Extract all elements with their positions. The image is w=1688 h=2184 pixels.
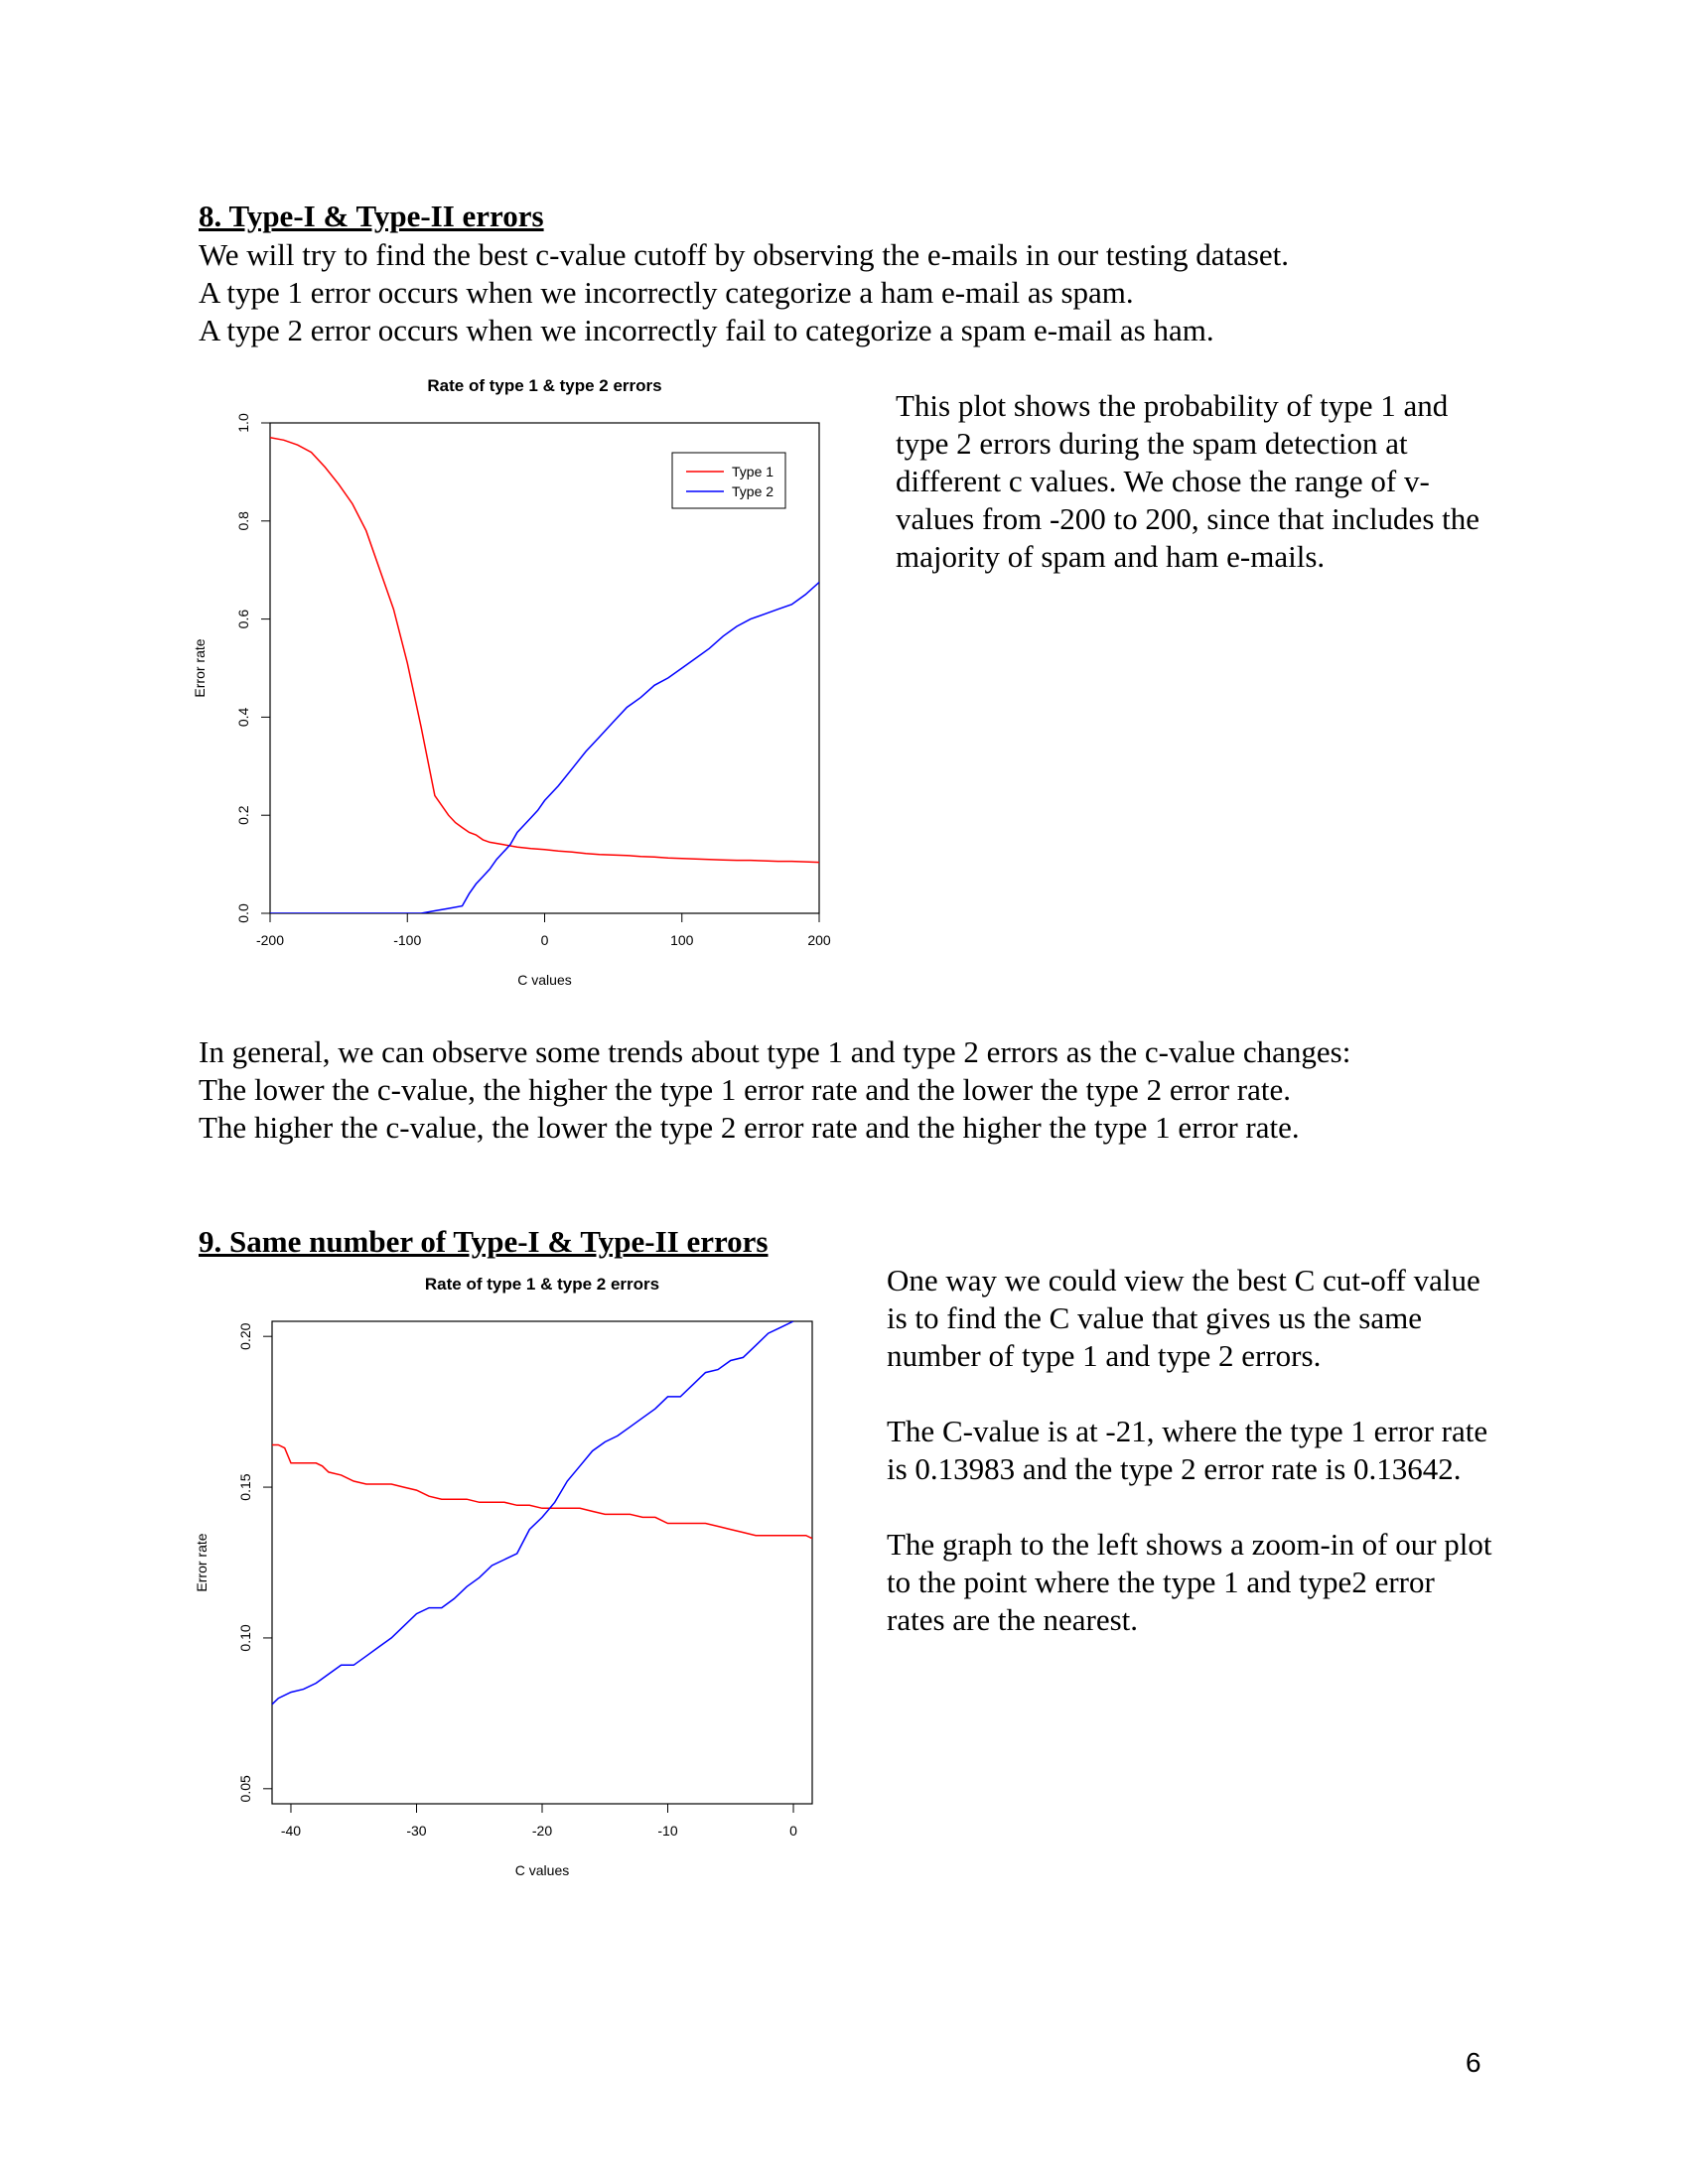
y-tick-label: 0.0 <box>235 903 251 923</box>
type-2-legend-label: Type 2 <box>732 483 774 499</box>
y-tick-label: 0.8 <box>235 511 251 531</box>
legend-box <box>671 452 786 509</box>
y-tick-label: 0.6 <box>235 610 251 629</box>
zoomed-error-rate-chart: Rate of type 1 & type 2 errors -40 -30 -20 -… <box>194 1275 813 1878</box>
section-8-intro: We will try to find the best c-value cut… <box>199 236 1289 349</box>
section-8-side-text: This plot shows the probability of type … <box>896 388 1480 574</box>
section-8-heading: 8. Type-I & Type-II errors <box>199 199 544 233</box>
trend-line: In general, we can observe some trends a… <box>199 1034 1351 1069</box>
x-axis-label: C values <box>517 972 571 988</box>
type-1-legend-label: Type 1 <box>732 464 774 479</box>
x-tick-label: -10 <box>657 1823 677 1839</box>
y-axis-label: Error rate <box>192 638 208 697</box>
intro-line: A type 2 error occurs when we incorrectl… <box>199 313 1214 347</box>
x-axis-label: C values <box>515 1862 569 1878</box>
x-tick-label: -40 <box>281 1823 301 1839</box>
x-tick-label: -20 <box>532 1823 552 1839</box>
type-1-series-line <box>272 1443 812 1540</box>
trend-line: The higher the c-value, the lower the ty… <box>199 1110 1300 1145</box>
x-tick-label: 0 <box>541 932 549 948</box>
error-rate-chart: Rate of type 1 & type 2 errors -200 -100 0 1… <box>192 376 831 988</box>
section-9-side-text: One way we could view the best C cut-off… <box>887 1262 1492 1639</box>
trend-line: The lower the c-value, the higher the ty… <box>199 1072 1292 1107</box>
y-tick-label: 0.15 <box>237 1473 253 1500</box>
intro-line: We will try to find the best c-value cut… <box>199 237 1290 272</box>
x-tick-label: -200 <box>256 932 284 948</box>
side-paragraph: The C-value is at -21, where the type 1 … <box>887 1414 1488 1486</box>
plot-frame <box>271 1320 813 1805</box>
page-number: 6 <box>1466 2047 1481 2078</box>
chart-title: Rate of type 1 & type 2 errors <box>427 376 661 395</box>
x-tick-label: 0 <box>789 1823 797 1839</box>
type-2-series-line <box>272 1321 794 1706</box>
type-1-series-line <box>270 437 819 864</box>
x-tick-label: 100 <box>670 932 694 948</box>
type-2-series-line <box>270 581 819 913</box>
y-tick-label: 0.4 <box>235 707 251 727</box>
chart-title: Rate of type 1 & type 2 errors <box>425 1275 659 1294</box>
y-tick-label: 0.05 <box>237 1775 253 1802</box>
y-axis-label: Error rate <box>194 1533 210 1591</box>
side-paragraph: The graph to the left shows a zoom-in of… <box>887 1527 1492 1637</box>
section-9-heading: 9. Same number of Type-I & Type-II error… <box>199 1224 769 1259</box>
x-tick-label: -30 <box>406 1823 426 1839</box>
x-tick-label: 200 <box>807 932 831 948</box>
y-tick-label: 1.0 <box>235 413 251 433</box>
side-paragraph: One way we could view the best C cut-off… <box>887 1263 1480 1373</box>
y-tick-label: 0.2 <box>235 805 251 825</box>
x-tick-label: -100 <box>393 932 421 948</box>
y-tick-label: 0.20 <box>237 1322 253 1349</box>
intro-line: A type 1 error occurs when we incorrectl… <box>199 275 1134 310</box>
y-tick-label: 0.10 <box>237 1624 253 1651</box>
section-8-trends: In general, we can observe some trends a… <box>199 1033 1350 1147</box>
